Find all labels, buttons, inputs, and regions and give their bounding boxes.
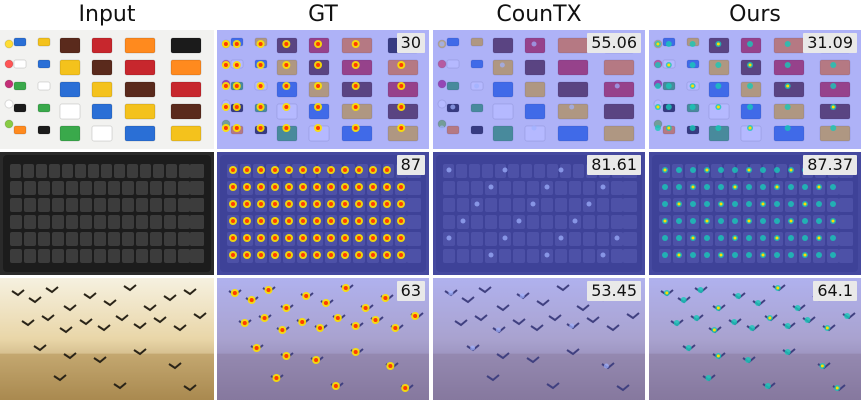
keyboard-ours-image: 87.37 xyxy=(649,152,861,275)
keyboard-ours-count: 87.37 xyxy=(803,155,857,175)
lego-ours-count: 31.09 xyxy=(803,33,857,53)
birds-input-image xyxy=(0,278,214,400)
birds-ours-count: 64.1 xyxy=(813,281,857,301)
column-title-gt: GT xyxy=(308,2,338,27)
lego-gt-count: 30 xyxy=(396,33,425,53)
birds-ours-image: 64.1 xyxy=(649,278,861,400)
column-title-ours: Ours xyxy=(729,2,781,27)
birds-gt-image: 63 xyxy=(217,278,429,400)
column-title-countx: CounTX xyxy=(496,2,582,27)
column-title-input: Input xyxy=(78,2,136,27)
lego-ours-image: 31.09 xyxy=(649,30,861,149)
lego-gt-image: 30 xyxy=(217,30,429,149)
keyboard-gt-image: 87 xyxy=(217,152,429,275)
birds-gt-count: 63 xyxy=(396,281,425,301)
keyboard-countx-count: 81.61 xyxy=(587,155,641,175)
lego-countx-image: 55.06 xyxy=(433,30,645,149)
keyboard-countx-image: 81.61 xyxy=(433,152,645,275)
birds-countx-image: 53.45 xyxy=(433,278,645,400)
birds-countx-count: 53.45 xyxy=(587,281,641,301)
lego-countx-count: 55.06 xyxy=(587,33,641,53)
keyboard-gt-count: 87 xyxy=(396,155,425,175)
keyboard-input-image xyxy=(0,152,214,275)
lego-input-image xyxy=(0,30,214,149)
